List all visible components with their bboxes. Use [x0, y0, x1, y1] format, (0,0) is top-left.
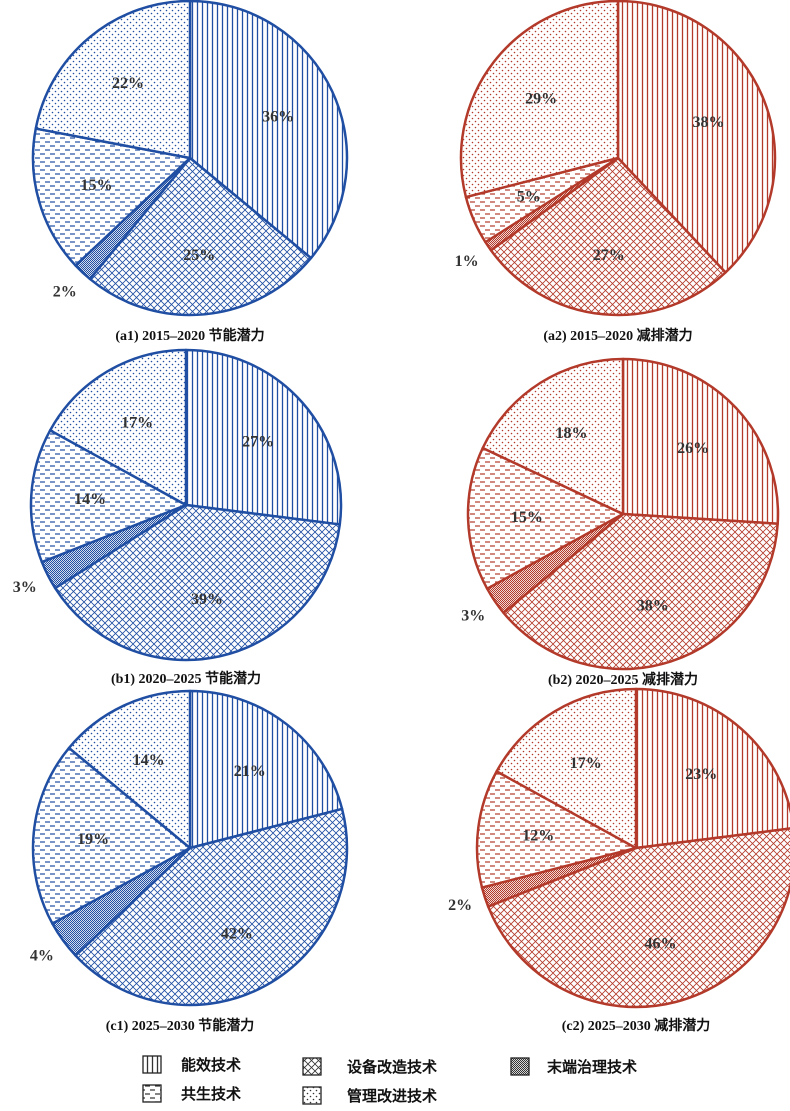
slice-value-label: 4% [30, 948, 54, 965]
legend-label: 末端治理技术 [547, 1058, 637, 1076]
pie-slice [502, 512, 779, 671]
slice-value-label: 14% [133, 752, 165, 769]
slice-value-label: 17% [121, 414, 153, 431]
legend-label: 能效技术 [181, 1056, 241, 1074]
slice-value-label: 17% [570, 755, 602, 772]
pie-slice [459, 0, 620, 199]
chart-caption: (b1) 2020–2025 节能潜力 [111, 670, 261, 687]
legend-swatch [510, 1057, 530, 1076]
legend-item-sparse-dots: 管理改进技术 [302, 1086, 437, 1105]
pie-slice [67, 689, 192, 850]
chart-caption: (a1) 2015–2020 节能潜力 [115, 327, 264, 344]
slice-value-label: 15% [511, 509, 543, 526]
pie-chart-c1: 21% 42% 4% 19% 14% (c1) 2025–2030 节能潜力 [30, 689, 349, 1034]
pie-slice [475, 770, 638, 889]
slice-value-label: 21% [234, 763, 266, 780]
slice-value-label: 42% [221, 925, 253, 942]
slice-value-label: 15% [81, 177, 113, 194]
pie-slice [29, 429, 188, 564]
slice-value-label: 22% [112, 75, 144, 92]
pie-slice [495, 687, 638, 850]
slice-value-label: 29% [525, 90, 557, 107]
slice-value-label: 2% [53, 283, 77, 300]
slice-value-label: 27% [593, 247, 625, 264]
pie-slice [188, 689, 344, 850]
legend-label: 设备改造技术 [347, 1058, 437, 1076]
chart-caption: (b2) 2020–2025 减排潜力 [548, 671, 698, 688]
slice-value-label: 27% [242, 433, 274, 450]
slice-value-label: 3% [461, 608, 485, 625]
pie-chart-b1: 27% 39% 3% 14% 17% (b1) 2020–2025 节能潜力 [13, 348, 343, 687]
chart-caption: (a2) 2015–2020 减排潜力 [543, 327, 692, 344]
pie-slice [489, 156, 727, 317]
slice-value-label: 1% [455, 253, 479, 270]
slice-value-label: 12% [522, 828, 554, 845]
slice-value-label: 3% [13, 579, 37, 596]
pie-slice [184, 348, 343, 526]
legend-item-dashes: 共生技术 [142, 1084, 241, 1103]
slice-value-label: 25% [183, 247, 215, 264]
pie-slice [634, 687, 790, 850]
pie-slice [466, 446, 625, 590]
pie-chart-a2: 38% 27% 1% 5% 29% (a2) 2015–2020 减排潜力 [455, 0, 777, 344]
pie-slice [34, 0, 192, 160]
slice-value-label: 38% [637, 597, 669, 614]
pie-slice [486, 827, 790, 1009]
pie-slice [48, 348, 188, 507]
slice-value-label: 26% [677, 440, 709, 457]
slice-value-label: 14% [74, 491, 106, 508]
legend-label: 共生技术 [181, 1085, 241, 1103]
slice-value-label: 36% [262, 109, 294, 126]
legend-swatch [142, 1084, 162, 1103]
pie-slice [621, 357, 780, 525]
pie-slice [31, 127, 192, 267]
pie-chart-c2: 23% 46% 2% 12% 17% (c2) 2025–2030 减排潜力 [448, 687, 790, 1034]
legend-item-crosshatch: 设备改造技术 [302, 1057, 437, 1076]
legend-swatch [302, 1086, 322, 1105]
legend-label: 管理改进技术 [347, 1087, 437, 1105]
pie-slice [31, 746, 192, 925]
pie-chart-b2: 26% 38% 3% 15% 18% (b2) 2020–2025 减排潜力 [461, 357, 780, 688]
pie-slice [616, 0, 777, 274]
pie-chart-a1: 36% 25% 2% 15% 22% (a1) 2015–2020 节能潜力 [31, 0, 349, 344]
slice-value-label: 46% [645, 936, 677, 953]
pie-slice [88, 156, 313, 317]
slice-value-label: 2% [448, 897, 472, 914]
legend-item-vertical-lines: 能效技术 [142, 1055, 241, 1074]
pie-slice [188, 0, 349, 260]
legend-swatch [302, 1057, 322, 1076]
charts-group: 36% 25% 2% 15% 22% (a1) 2015–2020 节能潜力 38% 27% 1… [13, 0, 790, 1034]
slice-value-label: 23% [685, 766, 717, 783]
slice-value-label: 38% [693, 114, 725, 131]
chart-caption: (c2) 2025–2030 减排潜力 [562, 1017, 711, 1034]
legend-swatch [142, 1055, 162, 1074]
slice-value-label: 18% [556, 425, 588, 442]
chart-caption: (c1) 2025–2030 节能潜力 [106, 1017, 255, 1034]
legend-item-dense-dots: 末端治理技术 [510, 1057, 637, 1076]
pie-slice [481, 357, 625, 516]
slice-value-label: 39% [191, 591, 223, 608]
pie-slice [74, 807, 349, 1007]
slice-value-label: 5% [517, 189, 541, 206]
slice-value-label: 19% [77, 831, 109, 848]
